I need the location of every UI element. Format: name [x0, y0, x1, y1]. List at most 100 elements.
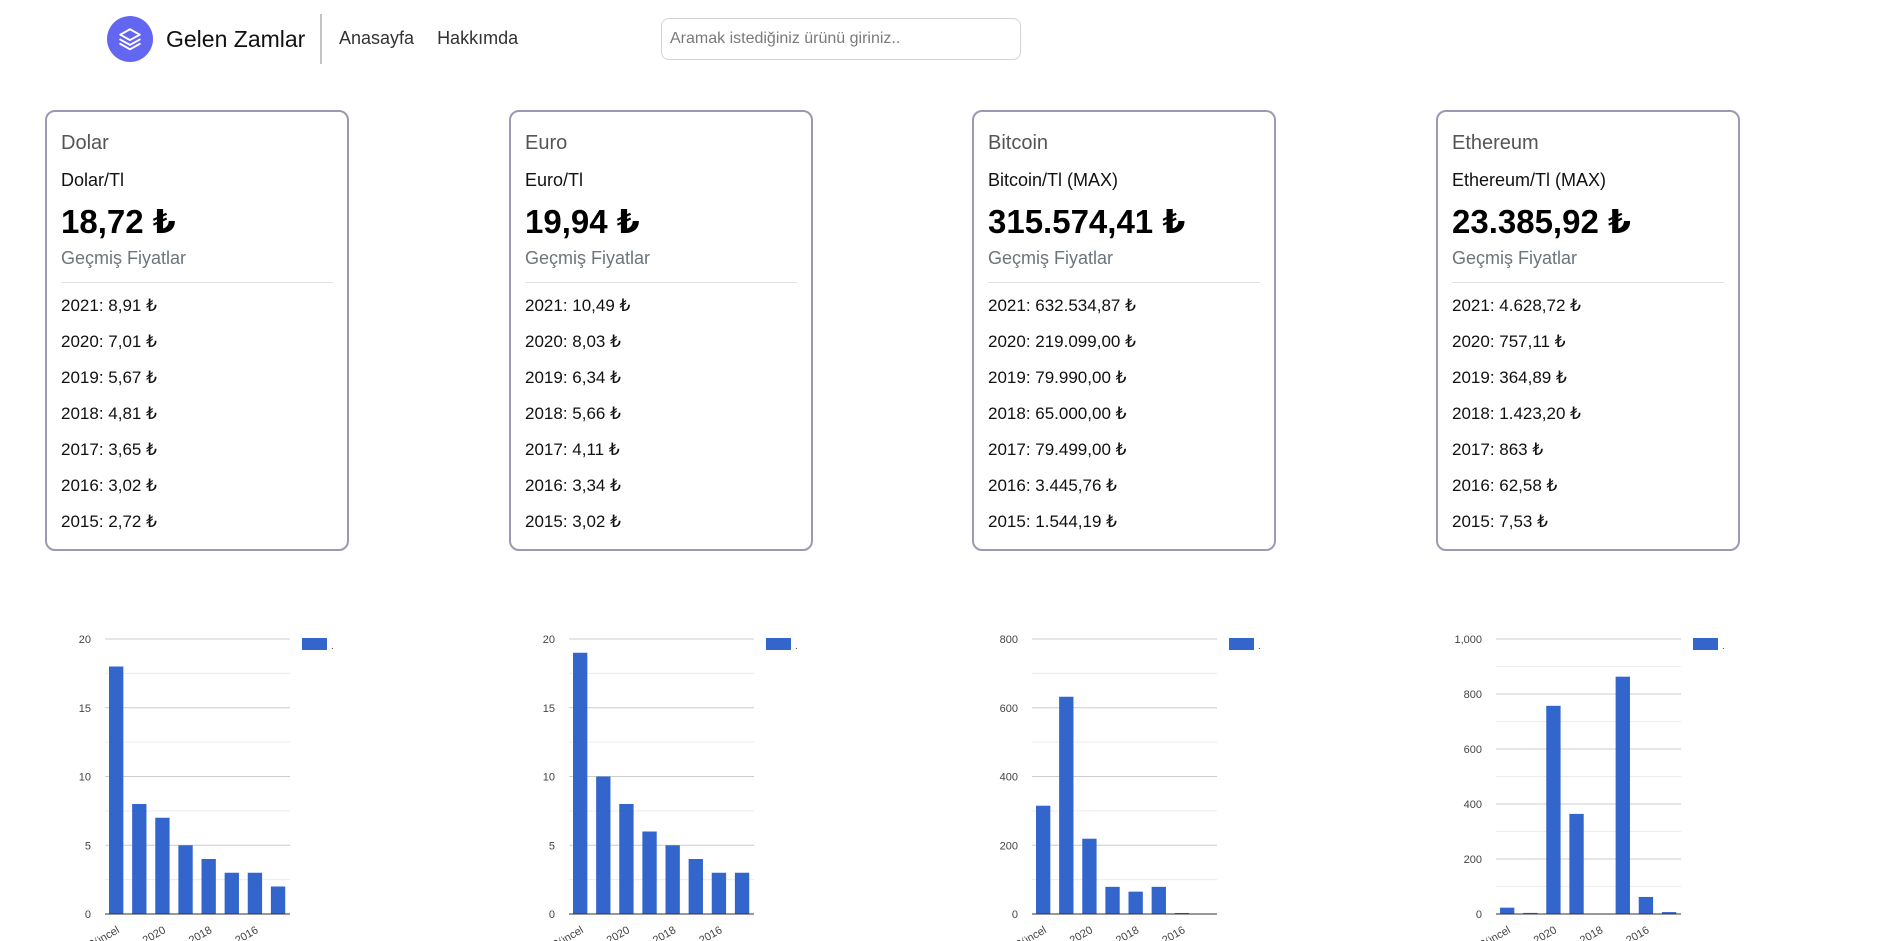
bar: [270, 886, 286, 914]
chart-canvas: 0 200 400 600 800 Güncel 2020 2018 2016.: [1000, 634, 1261, 941]
x-tick-label: Güncel: [85, 924, 121, 941]
history-item: 2015: 3,02 ₺: [525, 512, 621, 531]
bar: [1059, 696, 1074, 914]
y-tick-label: 0: [1476, 909, 1482, 921]
y-tick-label: 600: [1000, 703, 1018, 715]
card-price: 315.574,41 ₺: [988, 203, 1186, 240]
history-item: 2019: 5,67 ₺: [61, 368, 157, 387]
bar: [224, 872, 239, 914]
history-item: 2021: 8,91 ₺: [61, 296, 157, 315]
history-item: 2018: 4,81 ₺: [61, 404, 157, 423]
card-divider: [525, 282, 797, 283]
bar: [1638, 896, 1654, 914]
bar: [1105, 886, 1120, 914]
card-divider: [988, 282, 1260, 283]
bar-chart-euro: 0 5 10 15 20 Güncel 2020 2018 2016.: [524, 622, 864, 941]
history-item: 2015: 1.544,19 ₺: [988, 512, 1117, 531]
card-divider: [1452, 282, 1724, 283]
bar: [1523, 912, 1538, 914]
x-tick-label: 2016: [1624, 924, 1651, 941]
price-history-list: 2021: 8,91 ₺ 2020: 7,01 ₺ 2019: 5,67 ₺ 2…: [61, 295, 333, 547]
history-item: 2016: 62,58 ₺: [1452, 476, 1558, 495]
legend-swatch: [1693, 638, 1718, 650]
legend-swatch: [766, 638, 791, 650]
chart-canvas: 0 5 10 15 20 Güncel 2020 2018 2016.: [79, 634, 334, 941]
bar: [573, 652, 588, 914]
history-item: 2015: 7,53 ₺: [1452, 512, 1548, 531]
history-item: 2020: 7,01 ₺: [61, 332, 157, 351]
nav-link-hakkimda[interactable]: Hakkımda: [437, 28, 519, 48]
legend-swatch: [302, 638, 327, 650]
history-item: 2020: 757,11 ₺: [1452, 332, 1566, 351]
history-item: 2019: 6,34 ₺: [525, 368, 621, 387]
history-label: Geçmiş Fiyatlar: [988, 248, 1114, 268]
history-item: 2018: 65.000,00 ₺: [988, 404, 1127, 423]
y-tick-label: 400: [1000, 772, 1018, 784]
navbar-divider: [320, 14, 322, 64]
card-title: Euro: [525, 132, 568, 154]
history-item: 2017: 4,11 ₺: [525, 440, 620, 459]
bar: [109, 666, 124, 914]
nav-links: Anasayfa Hakkımda: [339, 28, 518, 49]
bar: [1661, 912, 1677, 914]
y-tick-label: 15: [543, 703, 555, 715]
currency-card-dolar: Dolar Dolar/Tl 18,72 ₺ Geçmiş Fiyatlar 2…: [45, 110, 349, 551]
card-subtitle: Ethereum/Tl (MAX): [1452, 170, 1607, 190]
card-price: 18,72 ₺: [61, 203, 176, 240]
x-tick-label: 2018: [1114, 924, 1141, 941]
y-tick-label: 1,000: [1454, 634, 1482, 646]
bar: [1569, 813, 1584, 914]
card-title: Dolar: [61, 132, 109, 154]
y-tick-label: 20: [79, 634, 91, 646]
x-tick-label: 2020: [1068, 924, 1095, 941]
x-tick-label: 2016: [1160, 924, 1187, 941]
history-item: 2017: 79.499,00 ₺: [988, 440, 1127, 459]
bar: [1615, 676, 1630, 914]
y-tick-label: 10: [79, 772, 91, 784]
x-tick-label: 2020: [141, 924, 168, 941]
bar: [688, 859, 703, 914]
bar: [132, 804, 147, 914]
y-tick-label: 800: [1464, 689, 1482, 701]
legend-label: .: [1258, 641, 1261, 652]
y-tick-label: 5: [549, 840, 555, 852]
history-label: Geçmiş Fiyatlar: [61, 248, 187, 268]
currency-card-euro: Euro Euro/Tl 19,94 ₺ Geçmiş Fiyatlar 202…: [509, 110, 813, 551]
y-tick-label: 200: [1464, 854, 1482, 866]
history-item: 2018: 1.423,20 ₺: [1452, 404, 1581, 423]
x-tick-label: 2016: [233, 924, 260, 941]
history-item: 2015: 2,72 ₺: [61, 512, 157, 531]
x-tick-label: 2018: [1578, 924, 1605, 941]
brand[interactable]: Gelen Zamlar: [107, 16, 305, 62]
x-tick-label: Güncel: [1012, 924, 1048, 941]
history-item: 2019: 79.990,00 ₺: [988, 368, 1127, 387]
x-tick-label: 2020: [605, 924, 632, 941]
bar: [155, 817, 170, 914]
bar: [1174, 912, 1190, 914]
history-label: Geçmiş Fiyatlar: [525, 248, 651, 268]
y-tick-label: 200: [1000, 840, 1018, 852]
legend-swatch: [1229, 638, 1254, 650]
history-item: 2018: 5,66 ₺: [525, 404, 621, 423]
bar: [734, 872, 750, 914]
history-item: 2021: 10,49 ₺: [525, 296, 631, 315]
history-label: Geçmiş Fiyatlar: [1452, 248, 1578, 268]
brand-name: Gelen Zamlar: [166, 25, 306, 52]
x-tick-label: Güncel: [1476, 924, 1512, 941]
card-title: Ethereum: [1452, 132, 1539, 154]
price-history-list: 2021: 632.534,87 ₺ 2020: 219.099,00 ₺ 20…: [988, 295, 1260, 547]
card-subtitle: Dolar/Tl: [61, 170, 125, 190]
bar: [201, 859, 216, 914]
history-item: 2020: 219.099,00 ₺: [988, 332, 1136, 351]
y-tick-label: 0: [1012, 909, 1018, 921]
nav-link-anasayfa[interactable]: Anasayfa: [339, 28, 415, 48]
x-tick-label: 2020: [1532, 924, 1559, 941]
history-item: 2020: 8,03 ₺: [525, 332, 621, 351]
bar: [642, 831, 657, 914]
history-item: 2016: 3,34 ₺: [525, 476, 621, 495]
search-input[interactable]: [661, 18, 1021, 60]
legend-label: .: [1722, 641, 1725, 652]
x-tick-label: Güncel: [549, 924, 585, 941]
legend-label: .: [331, 641, 334, 652]
history-item: 2021: 4.628,72 ₺: [1452, 296, 1581, 315]
